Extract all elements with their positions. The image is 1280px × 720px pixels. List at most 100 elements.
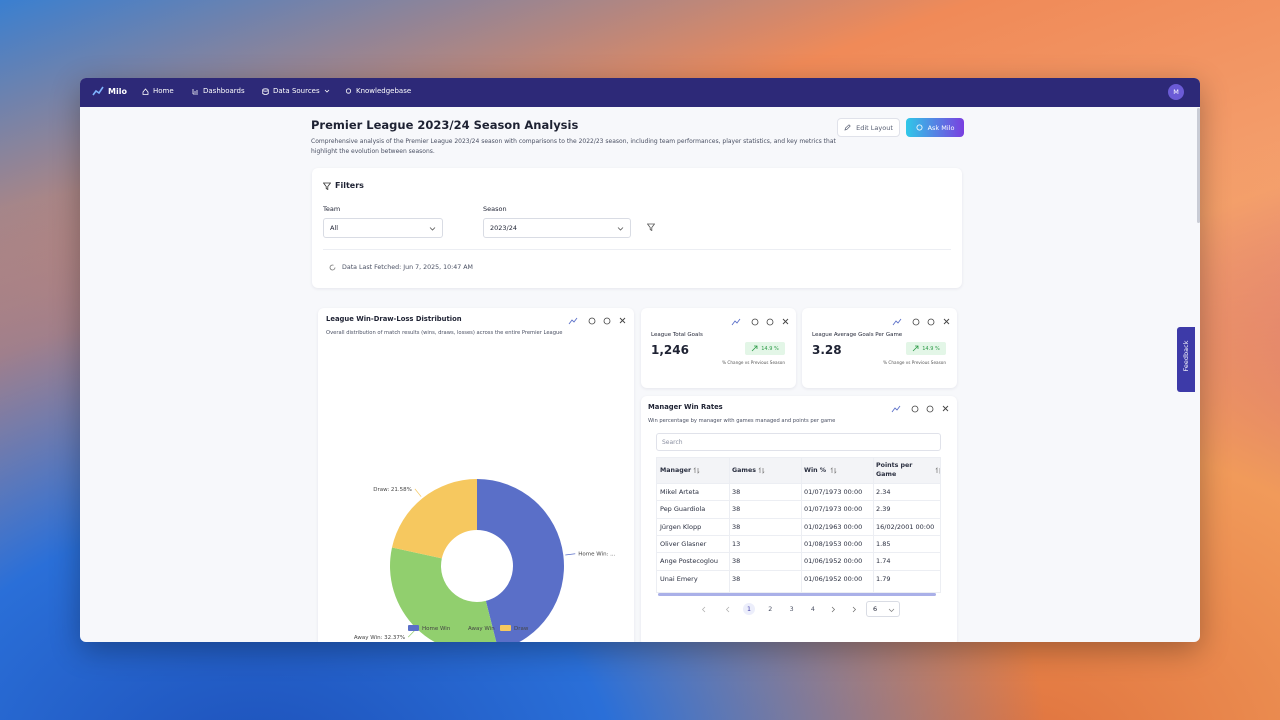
sort-icon[interactable]	[693, 467, 700, 474]
legend-swatch	[454, 625, 465, 631]
card-actions[interactable]	[891, 404, 951, 414]
kpi-card: League Average Goals Per Game 3.28 14.9 %%…	[802, 308, 957, 388]
select-value: All	[330, 224, 339, 232]
label-leader	[407, 629, 416, 638]
page-button[interactable]: 3	[789, 605, 794, 613]
table-row	[657, 534, 940, 552]
table-cell: 01/07/1973 00:00	[804, 488, 863, 496]
slice-label: Home Win: ...	[578, 552, 615, 558]
column-header: Games	[732, 467, 756, 474]
page-size-select[interactable]: 6	[866, 601, 900, 617]
column-header: Manager	[660, 467, 692, 474]
column-divider	[801, 458, 802, 592]
chevron	[429, 227, 436, 231]
icon	[262, 87, 269, 95]
page-description: Comprehensive analysis of the Premier Le…	[311, 138, 836, 155]
kpi-note: % Change vs Previous Season	[722, 360, 785, 365]
app-window: Milo Home Dashboards Data Sources Knowle…	[80, 78, 1200, 642]
sort-icon[interactable]	[758, 467, 765, 474]
table-cell: 1.74	[876, 557, 891, 566]
table-cell: 16/02/2001 00:00	[876, 522, 935, 531]
table-cell: 38	[732, 522, 741, 531]
icon	[916, 124, 923, 131]
horizontal-scrollbar[interactable]	[658, 593, 936, 596]
sort-icon[interactable]	[935, 467, 941, 474]
feedback-tab[interactable]: Feedback	[1177, 327, 1195, 392]
label-leader	[565, 553, 576, 556]
table-cell: 1.79	[876, 574, 891, 583]
pagination: 6 1 2 3 4	[641, 599, 957, 619]
ask-milo-button[interactable]: Ask Milo	[906, 118, 964, 137]
page-button[interactable]: 1	[743, 603, 755, 615]
brand[interactable]: Milo	[92, 86, 127, 96]
pie-slice	[477, 479, 564, 642]
data-table: Manager Games Win % Points per Game Mikel Ar…	[656, 457, 941, 593]
column-header: Win %	[804, 467, 827, 474]
search-input[interactable]: Search	[656, 433, 941, 451]
card-actions[interactable]	[731, 317, 791, 327]
table-card: Manager Win Rates Win percentage by mana…	[641, 396, 957, 642]
table-cell: Jürgen Klopp	[660, 522, 702, 531]
table-cell: 38	[732, 574, 741, 583]
table-row	[657, 500, 940, 517]
sort-icon[interactable]	[830, 467, 837, 474]
page-button[interactable]: 2	[768, 605, 773, 613]
slice-label: Draw: 21.58%	[373, 487, 412, 493]
table-title: Manager Win Rates	[648, 403, 723, 411]
legend-swatch	[408, 625, 419, 631]
field-label: Season	[483, 205, 507, 213]
table-cell: 01/07/1973 00:00	[804, 505, 863, 514]
nav-dashboards[interactable]: Dashboards	[192, 87, 245, 95]
button-label: Ask Milo	[927, 123, 955, 132]
field-label: Team	[323, 205, 341, 213]
kpi-title: League Total Goals	[651, 332, 703, 338]
season-select[interactable]: 2023/24	[483, 218, 631, 238]
page-button[interactable]: 4	[810, 605, 815, 613]
table-row	[657, 552, 940, 569]
trend-arrow	[751, 345, 758, 352]
legend-label: Away Win	[468, 626, 495, 632]
kpi-change: 14.9 %	[906, 342, 946, 355]
avatar[interactable]: M	[1168, 84, 1184, 100]
table-cell: Oliver Glasner	[660, 539, 707, 548]
table-cell: 13	[732, 539, 741, 548]
nav-knowledgebase[interactable]: Knowledgebase	[345, 87, 411, 95]
table-cell: Pep Guardiola	[660, 505, 706, 514]
icon	[345, 87, 352, 94]
nav-data-sources[interactable]: Data Sources	[262, 87, 330, 95]
card-actions[interactable]	[568, 316, 628, 326]
card-actions[interactable]	[892, 317, 952, 327]
filters-heading: Filters	[323, 181, 364, 190]
nav-label: Dashboards	[203, 87, 245, 95]
feedback-label: Feedback	[1182, 340, 1190, 372]
kpi-card: League Total Goals 1,246 14.9 % % Change vs…	[641, 308, 796, 388]
chart-subtitle: Overall distribution of match results (w…	[326, 330, 563, 336]
prev-buttons[interactable]	[701, 606, 741, 613]
legend-label: Draw	[514, 626, 529, 632]
brand-logo	[92, 86, 104, 96]
table-cell: 1.85	[876, 539, 891, 548]
divider	[323, 249, 951, 250]
icon	[142, 87, 149, 95]
nav-bar: Milo Home Dashboards Data Sources Knowle…	[80, 78, 1200, 107]
pie-slice	[392, 479, 477, 559]
change-value: 14.9 %	[761, 345, 779, 352]
edit-layout-button[interactable]: Edit Layout	[837, 118, 900, 137]
table-cell: 01/06/1952 00:00	[804, 557, 863, 566]
nav-home[interactable]: Home	[142, 87, 174, 95]
refresh-icon	[329, 264, 336, 271]
column-header: Points per Game	[876, 462, 913, 478]
team-select[interactable]: All	[323, 218, 443, 238]
table-cell: 01/08/1953 00:00	[804, 539, 863, 548]
filters-title: Filters	[335, 181, 364, 190]
clear-filter-icon[interactable]	[647, 223, 655, 231]
change-value: 14.9 %	[922, 345, 940, 352]
legend-swatch	[500, 625, 511, 631]
pie-card: League Win-Draw-Loss Distribution Overal…	[318, 308, 634, 642]
next-buttons[interactable]	[829, 606, 869, 613]
kpi-change: 14.9 %	[745, 342, 785, 355]
chevron	[888, 608, 895, 612]
scrollbar[interactable]	[1197, 108, 1200, 223]
nav-label: Knowledgebase	[356, 87, 412, 95]
